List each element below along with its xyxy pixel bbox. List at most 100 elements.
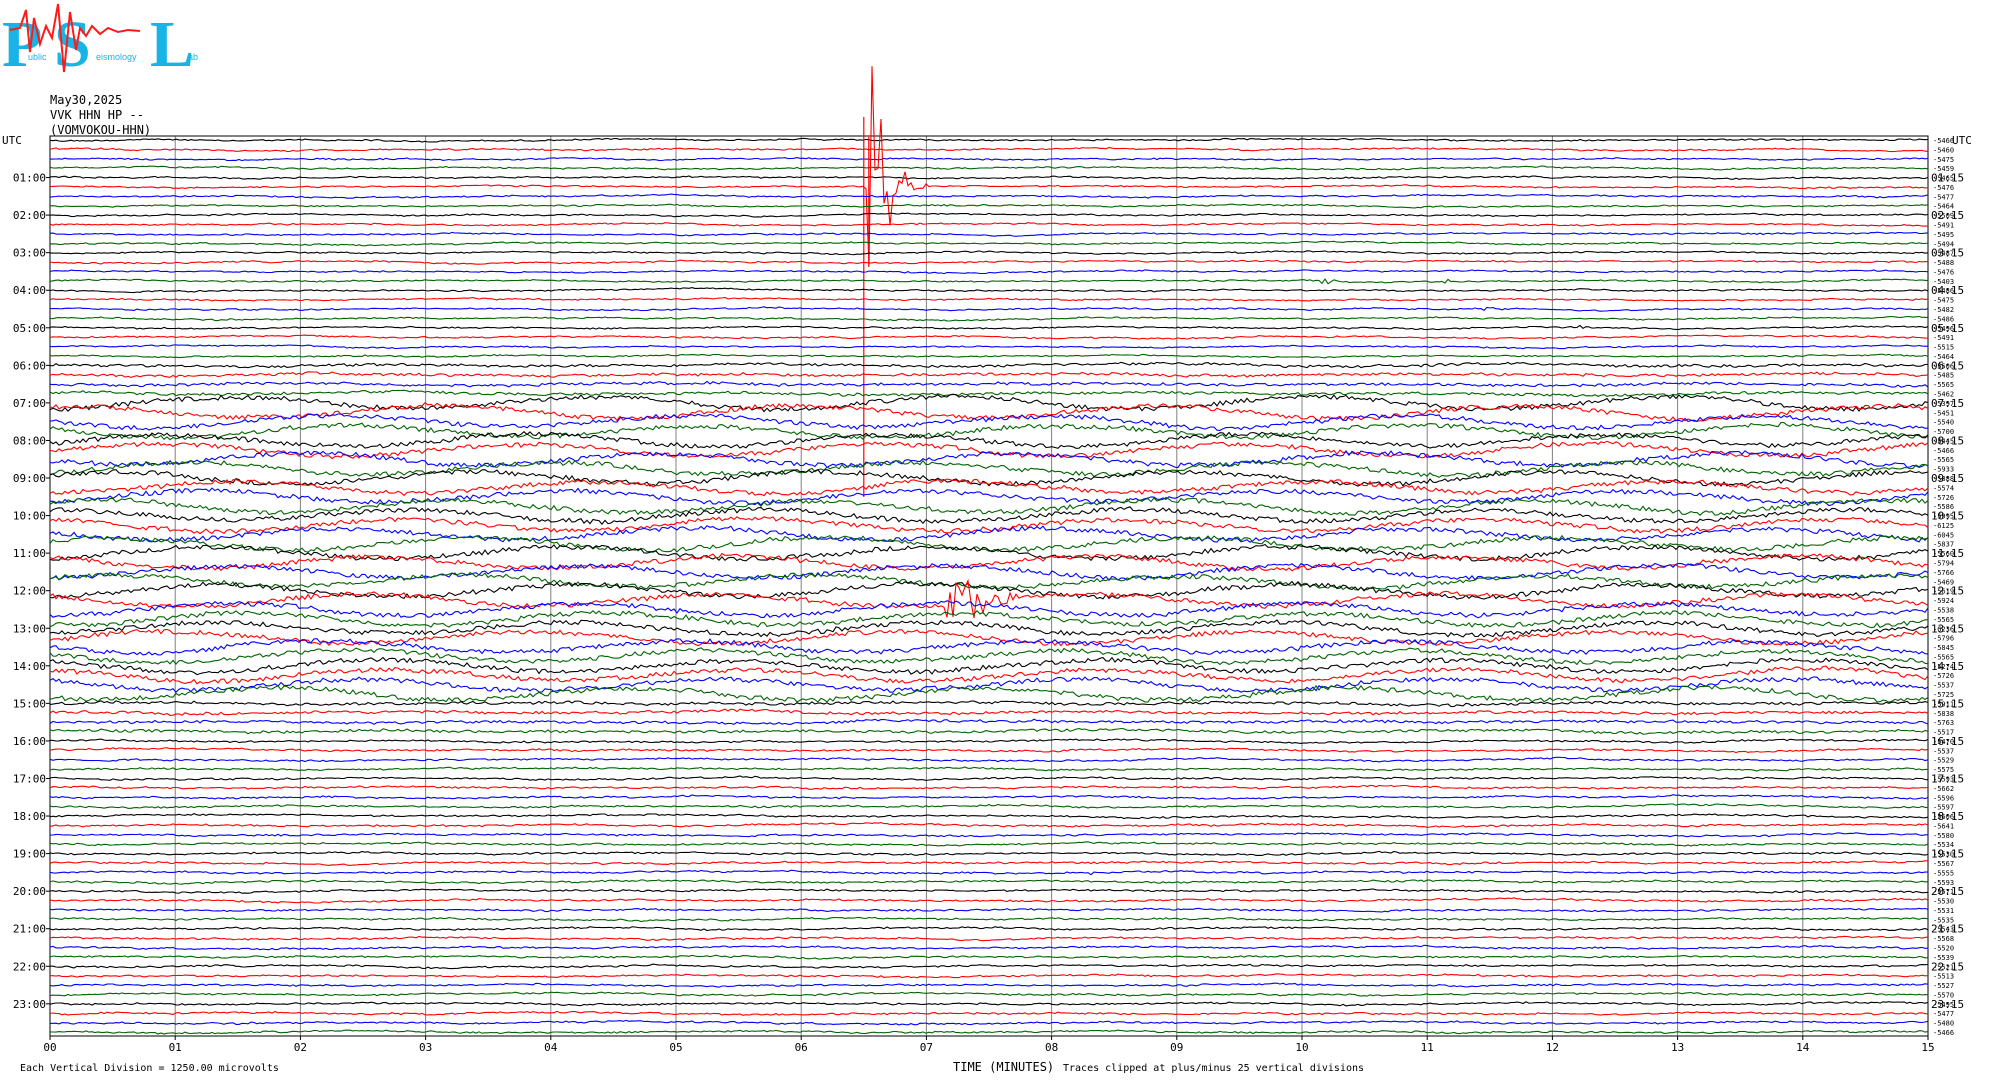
station-code: VVK HHN HP -- bbox=[50, 108, 144, 122]
trace-offset-label: -5488 bbox=[1933, 259, 1954, 267]
trace-offset-label: -5491 bbox=[1933, 222, 1954, 230]
trace-offset-label: -5459 bbox=[1933, 165, 1954, 173]
seismogram-trace bbox=[49, 525, 1929, 543]
seismogram-trace bbox=[49, 393, 1929, 413]
seismogram-trace bbox=[49, 296, 1929, 302]
seismogram-trace bbox=[49, 478, 1929, 497]
left-hour-label: 17:00 bbox=[13, 772, 46, 785]
seismogram-trace bbox=[49, 389, 1929, 398]
trace-offset-label: -5565 bbox=[1933, 616, 1954, 624]
seismogram-trace bbox=[49, 334, 1929, 340]
trace-offset-label: -5726 bbox=[1933, 672, 1954, 680]
right-hour-label: 14:15 bbox=[1931, 660, 1964, 673]
seismogram-trace bbox=[49, 421, 1929, 441]
trace-offset-label: -5593 bbox=[1933, 879, 1954, 887]
seismogram-trace bbox=[49, 440, 1929, 460]
trace-offset-label: -5565 bbox=[1933, 381, 1954, 389]
left-hour-label: 15:00 bbox=[13, 697, 46, 710]
trace-offset-label: -5606 bbox=[1933, 813, 1954, 821]
right-utc-label: UTC bbox=[1952, 134, 1972, 147]
seismogram-trace bbox=[49, 841, 1929, 847]
trace-offset-label: -5574 bbox=[1933, 484, 1954, 492]
trace-offset-label: -5888 bbox=[1933, 475, 1954, 483]
seismogram-trace bbox=[49, 193, 1929, 199]
trace-offset-label: -5924 bbox=[1933, 597, 1954, 605]
right-hour-label: 04:15 bbox=[1931, 284, 1964, 297]
left-hour-label: 19:00 bbox=[13, 848, 46, 861]
logo-word-ab: ab bbox=[188, 52, 198, 62]
trace-offset-label: -5403 bbox=[1933, 278, 1954, 286]
trace-offset-label: -5494 bbox=[1933, 240, 1954, 248]
right-hour-label: 07:15 bbox=[1931, 397, 1964, 410]
right-hour-label: 03:15 bbox=[1931, 247, 1964, 260]
seismogram-trace bbox=[49, 756, 1929, 763]
x-tick-label: 15 bbox=[1921, 1041, 1934, 1054]
trace-offset-label: -5838 bbox=[1933, 710, 1954, 718]
seismogram-trace bbox=[49, 676, 1929, 694]
trace-offset-label: -5476 bbox=[1933, 184, 1954, 192]
x-tick-label: 10 bbox=[1295, 1041, 1308, 1054]
trace-offset-label: -5565 bbox=[1933, 653, 1954, 661]
seismogram-trace bbox=[49, 324, 1929, 331]
seismogram-trace bbox=[50, 306, 1929, 312]
trace-offset-label: -5469 bbox=[1933, 578, 1954, 586]
trace-offset-label: -5763 bbox=[1933, 719, 1954, 727]
x-tick-label: 01 bbox=[169, 1041, 182, 1054]
trace-offset-label: -5451 bbox=[1933, 409, 1954, 417]
trace-offset-label: -5845 bbox=[1933, 644, 1954, 652]
seismogram-trace bbox=[49, 250, 1929, 256]
trace-offset-label: -5475 bbox=[1933, 156, 1954, 164]
logo-word-ublic: ublic bbox=[28, 52, 47, 62]
left-hour-label: 02:00 bbox=[13, 209, 46, 222]
right-hour-label: 05:15 bbox=[1931, 322, 1964, 335]
trace-offset-label: -5466 bbox=[1933, 137, 1954, 145]
trace-offset-label: -5521 bbox=[1933, 963, 1954, 971]
trace-offset-label: -5495 bbox=[1933, 1001, 1954, 1009]
seismogram-trace bbox=[49, 487, 1929, 507]
trace-offset-label: -5466 bbox=[1933, 1029, 1954, 1037]
logo-word-eismology: eismology bbox=[96, 52, 137, 62]
seismogram-trace bbox=[49, 469, 1929, 487]
trace-offset-label: -5641 bbox=[1933, 822, 1954, 830]
seismogram-trace bbox=[50, 157, 1929, 162]
seismogram-trace bbox=[49, 516, 1929, 535]
left-hour-label: 01:00 bbox=[13, 172, 46, 185]
trace-offset-label: -5465 bbox=[1933, 175, 1954, 183]
x-tick-label: 14 bbox=[1796, 1041, 1810, 1054]
seismogram-trace bbox=[49, 619, 1929, 638]
trace-offset-label: -5534 bbox=[1933, 841, 1954, 849]
seismogram-trace bbox=[49, 240, 1929, 247]
seismogram-trace bbox=[49, 269, 1929, 275]
trace-offset-label: -5726 bbox=[1933, 494, 1954, 502]
trace-offset-label: -5486 bbox=[1933, 315, 1954, 323]
trace-offset-label: -5475 bbox=[1933, 297, 1954, 305]
right-hour-label: 09:15 bbox=[1931, 472, 1964, 485]
left-utc-label: UTC bbox=[2, 134, 22, 147]
trace-offset-label: -5593 bbox=[1933, 775, 1954, 783]
x-tick-label: 05 bbox=[669, 1041, 682, 1054]
seismogram-trace bbox=[49, 66, 1929, 266]
seismogram-trace bbox=[49, 600, 1929, 619]
seismogram-trace bbox=[49, 822, 1929, 828]
seismogram-trace bbox=[49, 628, 1929, 647]
seismogram-trace bbox=[49, 684, 1929, 703]
x-tick-label: 12 bbox=[1546, 1041, 1559, 1054]
trace-offset-label: -5794 bbox=[1933, 560, 1954, 568]
seismogram-trace bbox=[49, 926, 1929, 932]
trace-offset-label: -5527 bbox=[1933, 982, 1954, 990]
station-location: (VOMVOKOU-HHN) bbox=[50, 123, 152, 137]
trace-offset-label: -5560 bbox=[1933, 550, 1954, 558]
left-hour-label: 03:00 bbox=[13, 247, 46, 260]
clip-note: Traces clipped at plus/minus 25 vertical… bbox=[1063, 1063, 1365, 1074]
seismogram-trace bbox=[49, 361, 1929, 369]
x-tick-label: 04 bbox=[544, 1041, 558, 1054]
left-hour-label: 07:00 bbox=[13, 397, 46, 410]
trace-offset-label: -5662 bbox=[1933, 785, 1954, 793]
seismogram-trace bbox=[49, 647, 1929, 666]
right-hour-label: 01:15 bbox=[1931, 172, 1964, 185]
right-hour-label: 12:15 bbox=[1931, 585, 1964, 598]
trace-offset-label: -5496 bbox=[1933, 325, 1954, 333]
seismogram-trace bbox=[49, 794, 1929, 800]
x-tick-label: 03 bbox=[419, 1041, 432, 1054]
